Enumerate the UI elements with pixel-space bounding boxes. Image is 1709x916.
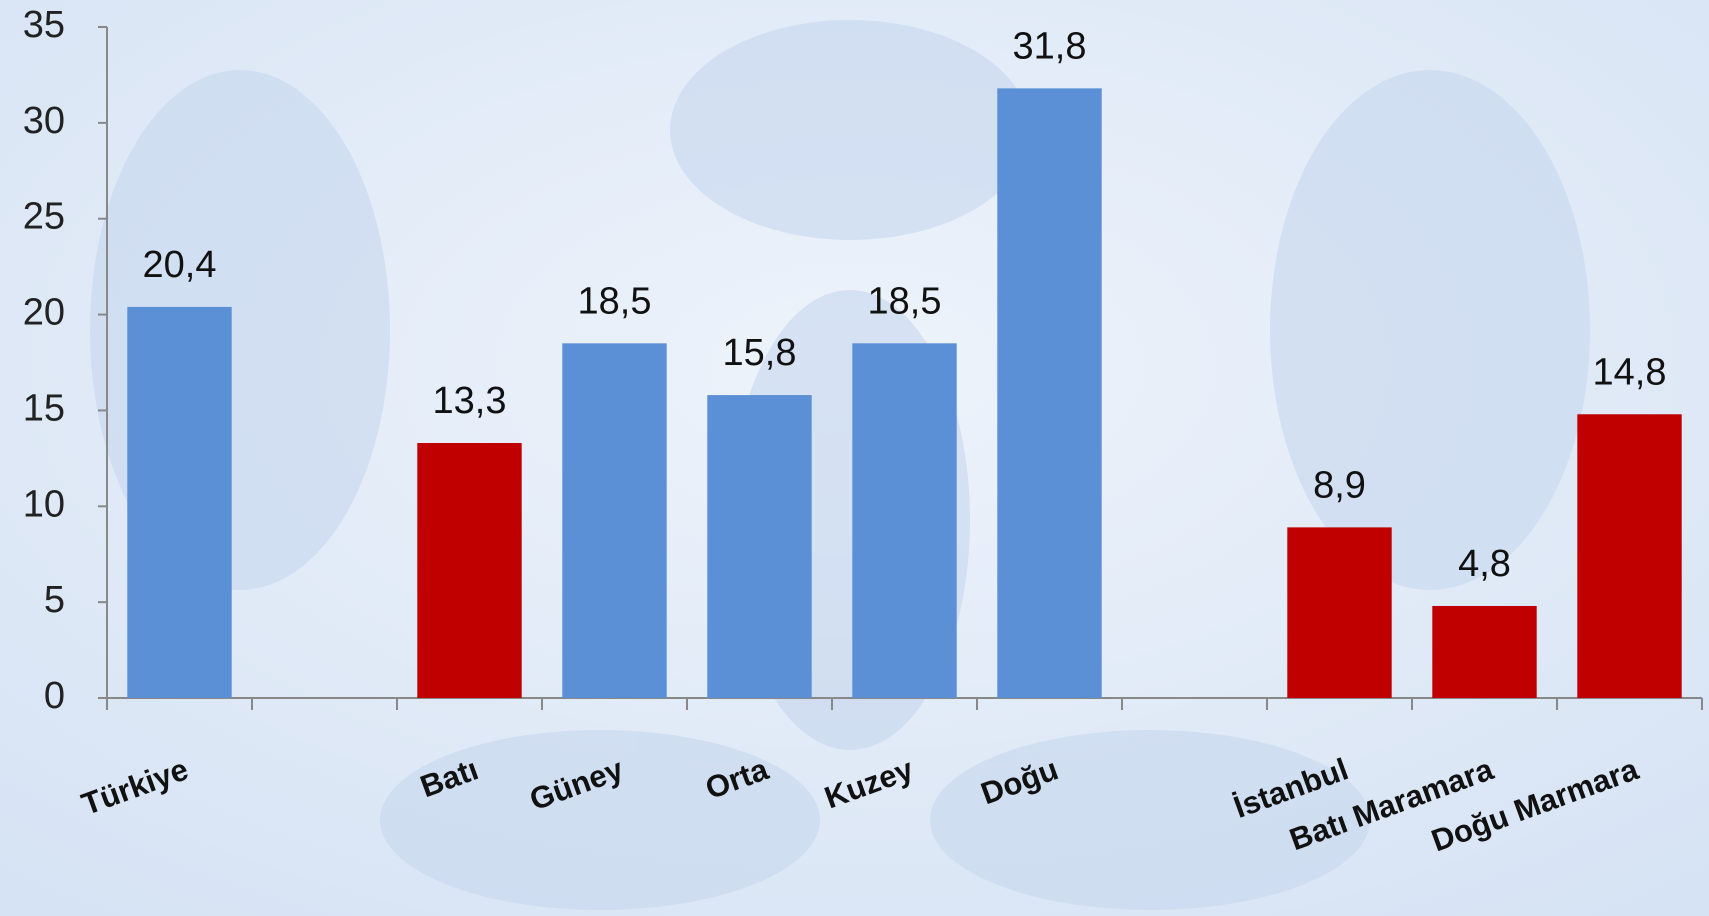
bar <box>852 343 956 698</box>
y-tick-label: 35 <box>23 4 65 46</box>
y-tick-label: 0 <box>44 675 65 717</box>
chart: 05101520253035Türkiye20,4Batı13,3Güney18… <box>0 0 1709 916</box>
value-label: 18,5 <box>868 280 942 322</box>
bar <box>1432 606 1536 698</box>
y-tick-label: 5 <box>44 579 65 621</box>
y-tick-label: 30 <box>23 100 65 142</box>
y-tick-label: 10 <box>23 483 65 525</box>
bar <box>997 88 1101 698</box>
bar <box>1577 414 1681 698</box>
value-label: 8,9 <box>1313 464 1366 506</box>
value-label: 18,5 <box>578 280 652 322</box>
bar <box>1287 527 1391 698</box>
value-label: 13,3 <box>433 380 507 422</box>
bar <box>127 307 231 698</box>
value-label: 20,4 <box>143 244 217 286</box>
bar <box>417 443 521 698</box>
value-label: 15,8 <box>723 332 797 374</box>
y-tick-label: 15 <box>23 387 65 429</box>
value-label: 4,8 <box>1458 543 1511 585</box>
value-label: 31,8 <box>1013 25 1087 67</box>
y-tick-label: 20 <box>23 292 65 334</box>
value-label: 14,8 <box>1593 351 1667 393</box>
bar <box>562 343 666 698</box>
y-tick-label: 25 <box>23 196 65 238</box>
bar <box>707 395 811 698</box>
